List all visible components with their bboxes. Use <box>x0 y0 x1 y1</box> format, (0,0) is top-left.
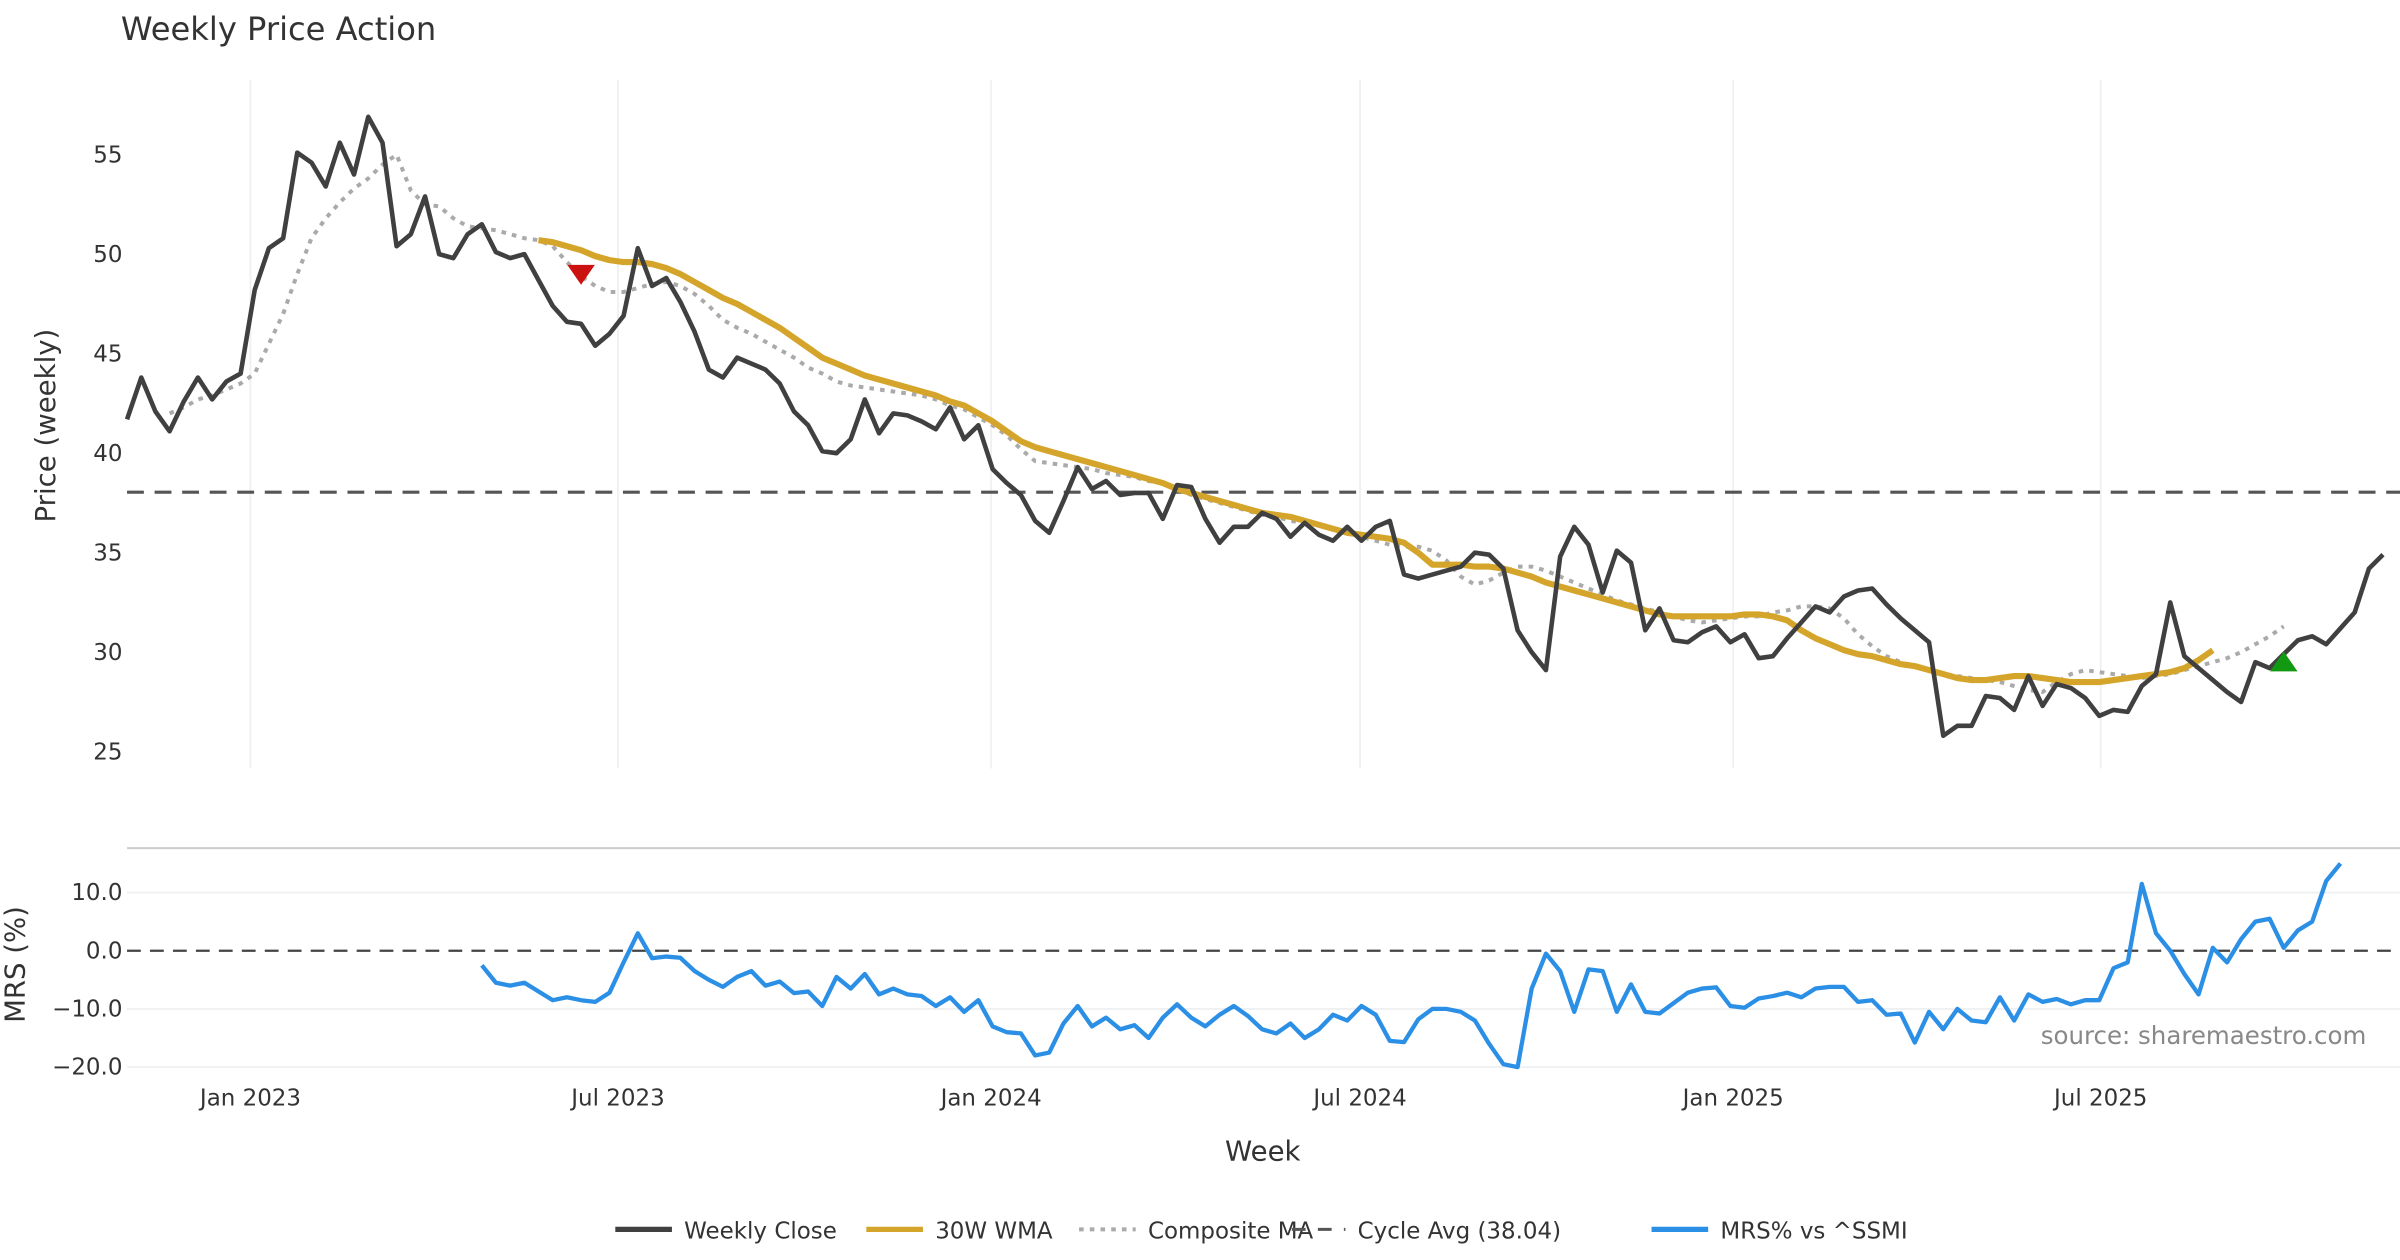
legend-item: 30W WMA <box>866 1219 1053 1245</box>
chart-title: Weekly Price Action <box>121 10 436 48</box>
mrs-y-axis-label: MRS (%) <box>0 906 31 1023</box>
legend-label: 30W WMA <box>935 1219 1053 1245</box>
mrs-y-tick-label: −20.0 <box>52 1055 122 1081</box>
legend-item: Cycle Avg (38.04) <box>1291 1219 1561 1245</box>
signal-markers <box>567 264 2298 672</box>
legend-label: MRS% vs ^SSMI <box>1720 1219 1907 1245</box>
source-label: source: sharemaestro.com <box>2041 1021 2367 1050</box>
price-y-tick-label: 40 <box>93 441 122 467</box>
price-y-tick-label: 45 <box>93 341 122 367</box>
legend-item: Composite MA <box>1079 1219 1314 1245</box>
x-tick-label: Jan 2023 <box>198 1085 301 1111</box>
x-tick-label: Jul 2025 <box>2052 1085 2147 1111</box>
legend-item: MRS% vs ^SSMI <box>1651 1219 1908 1245</box>
mrs-y-tick-label: −10.0 <box>52 997 122 1023</box>
x-axis-ticks: Jan 2023 Jul 2023 Jan 2024 Jul 2024 Jan 2025… <box>198 1085 2147 1111</box>
sell-signal-marker <box>567 264 595 285</box>
legend-label: Weekly Close <box>684 1219 837 1245</box>
buy-signal-marker <box>2269 651 2298 672</box>
mrs-line <box>480 862 2343 1070</box>
price-gridlines <box>249 79 2102 769</box>
legend-label: Cycle Avg (38.04) <box>1358 1219 1561 1245</box>
x-tick-label: Jul 2023 <box>569 1085 664 1111</box>
legend: Weekly Close 30W WMA Composite MA Cycle Avg… <box>615 1219 1908 1245</box>
price-y-tick-label: 25 <box>93 739 122 765</box>
mrs-y-tick-label: 0.0 <box>86 938 123 964</box>
30w-wma-line <box>538 237 2215 686</box>
legend-label: Composite MA <box>1148 1219 1314 1245</box>
weekly-close-line <box>124 114 2385 739</box>
x-tick-label: Jul 2024 <box>1311 1085 1406 1111</box>
price-y-tick-label: 50 <box>93 242 122 268</box>
price-y-ticks: 25 30 35 40 45 50 55 <box>93 142 122 765</box>
price-series <box>124 114 2385 739</box>
mrs-y-ticks: 10.0 0.0 −10.0 −20.0 <box>52 880 122 1081</box>
mrs-y-tick-label: 10.0 <box>71 880 122 906</box>
price-y-tick-label: 30 <box>93 640 122 666</box>
mrs-series <box>480 862 2343 1070</box>
price-y-tick-label: 55 <box>93 142 122 168</box>
price-y-axis-label: Price (weekly) <box>30 329 62 523</box>
x-axis-label: Week <box>1225 1135 1301 1167</box>
x-tick-label: Jan 2025 <box>1681 1085 1784 1111</box>
x-tick-label: Jan 2024 <box>939 1085 1042 1111</box>
legend-item: Weekly Close <box>615 1219 837 1245</box>
price-y-tick-label: 35 <box>93 540 122 566</box>
